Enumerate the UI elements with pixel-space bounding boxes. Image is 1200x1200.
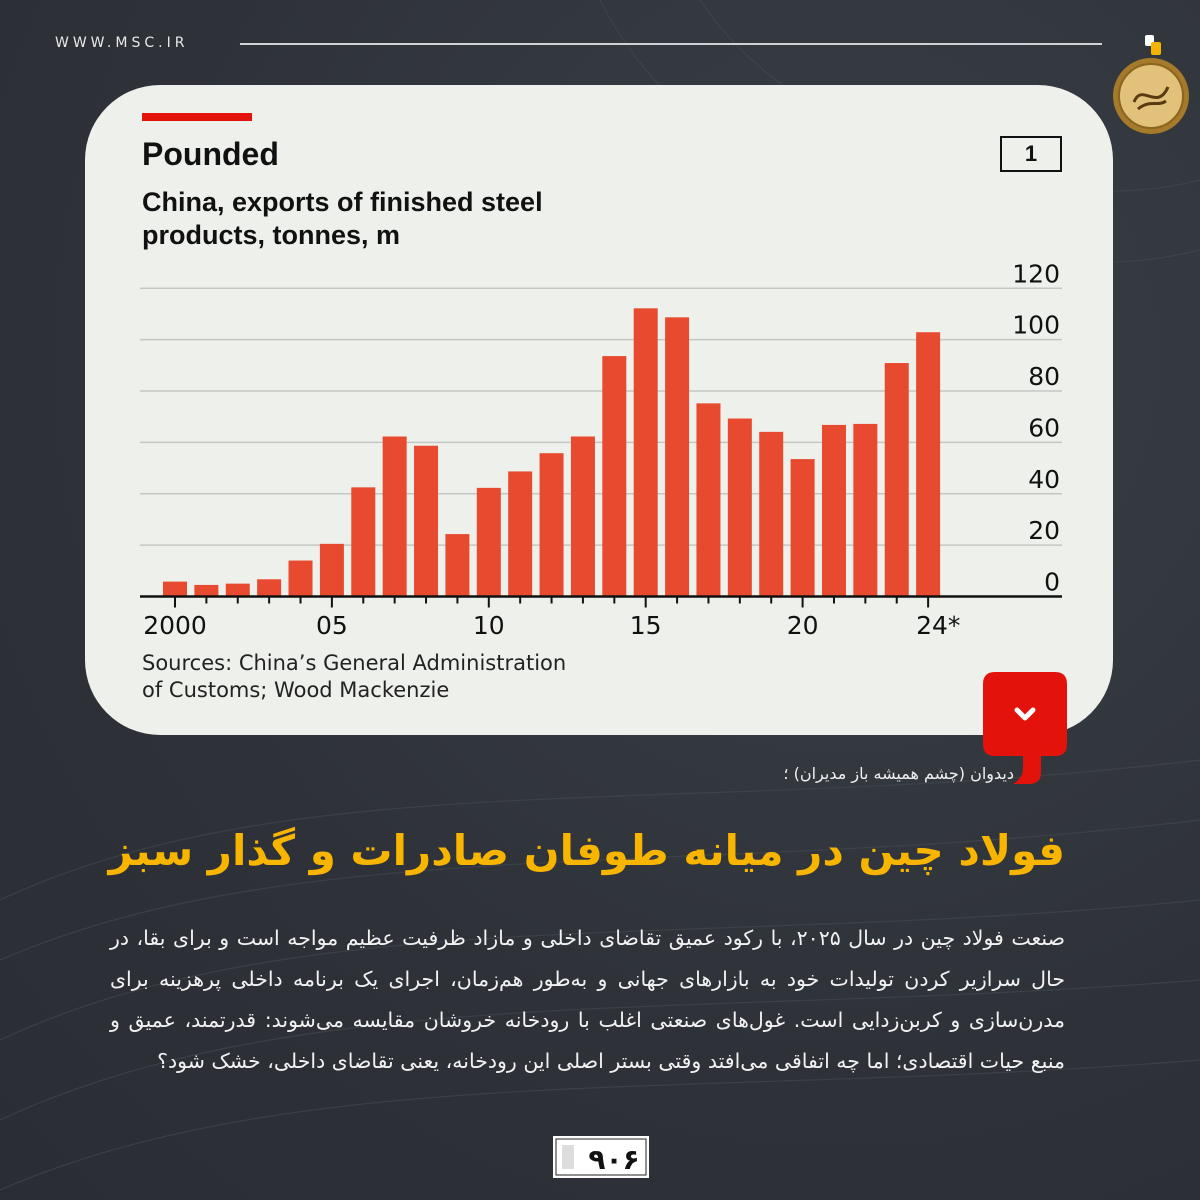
bar-2018 (727, 418, 752, 597)
bar-2014 (602, 356, 627, 597)
y-tick-label: 0 (1044, 568, 1060, 597)
svg-text:۹۰۶: ۹۰۶ (588, 1143, 639, 1176)
y-tick-label: 20 (1028, 516, 1060, 545)
y-tick-label: 100 (1012, 311, 1060, 340)
x-tick-label: 10 (473, 611, 505, 640)
bar-2021 (821, 424, 846, 597)
bar-2020 (790, 459, 815, 597)
chart-subtitle: China, exports of finished steel product… (142, 186, 543, 252)
subtitle-line-2: products, tonnes, m (142, 220, 401, 250)
brand-logo-icon (1145, 35, 1161, 55)
chart-title: Pounded (142, 136, 279, 172)
bar-2011 (508, 471, 533, 597)
y-tick-label: 80 (1028, 362, 1060, 391)
bar-2013 (570, 436, 595, 597)
bar-2023 (884, 363, 909, 597)
site-url[interactable]: WWW.MSC.IR (55, 35, 189, 51)
header-divider (240, 43, 1102, 45)
article-body: صنعت فولاد چین در سال ۲۰۲۵، با رکود عمیق… (110, 926, 1065, 1073)
x-tick-label: 05 (316, 611, 348, 640)
sources-line-2: of Customs; Wood Mackenzie (142, 678, 450, 702)
y-tick-label: 60 (1028, 413, 1060, 442)
bar-2022 (853, 423, 878, 597)
x-tick-label: 2000 (143, 611, 207, 640)
y-tick-label: 120 (1012, 259, 1060, 288)
bar-2012 (539, 453, 564, 597)
y-tick-label: 40 (1028, 465, 1060, 494)
headline: فولاد چین در میانه طوفان صادرات و گذار س… (108, 826, 1065, 875)
bar-2006 (351, 487, 376, 597)
bar-2009 (445, 534, 470, 597)
bar-2000 (163, 581, 187, 597)
bar-2016 (665, 317, 690, 597)
x-tick-label: 15 (630, 611, 662, 640)
bar-2004 (288, 560, 313, 597)
bar-2019 (759, 431, 784, 597)
calligraphy-seal-icon (1113, 58, 1189, 134)
bar-2003 (257, 579, 282, 597)
bar-2024* (916, 332, 941, 597)
chart-card (85, 85, 1113, 735)
bar-2005 (319, 543, 344, 597)
bar-2002 (225, 583, 250, 597)
caption: دیدوان (چشم همیشه باز مدیران) ؛ (783, 764, 1014, 783)
group-logo-icon: ۹۰۶ (553, 1136, 649, 1178)
x-tick-label: 20 (787, 611, 819, 640)
bar-2001 (194, 584, 219, 597)
bar-2015 (633, 308, 658, 597)
red-accent-bar (142, 113, 252, 121)
chart-sources: Sources: China’s General Administration … (142, 650, 566, 704)
bar-2010 (476, 487, 501, 597)
x-tick-label: 24* (916, 611, 960, 640)
chevron-down-icon[interactable] (983, 672, 1067, 784)
bar-2008 (414, 445, 439, 597)
bar-2007 (382, 436, 407, 597)
chart-number: 1 (1000, 136, 1062, 172)
sources-line-1: Sources: China’s General Administration (142, 651, 567, 675)
subtitle-line-1: China, exports of finished steel (142, 187, 543, 217)
bar-2017 (696, 403, 721, 597)
